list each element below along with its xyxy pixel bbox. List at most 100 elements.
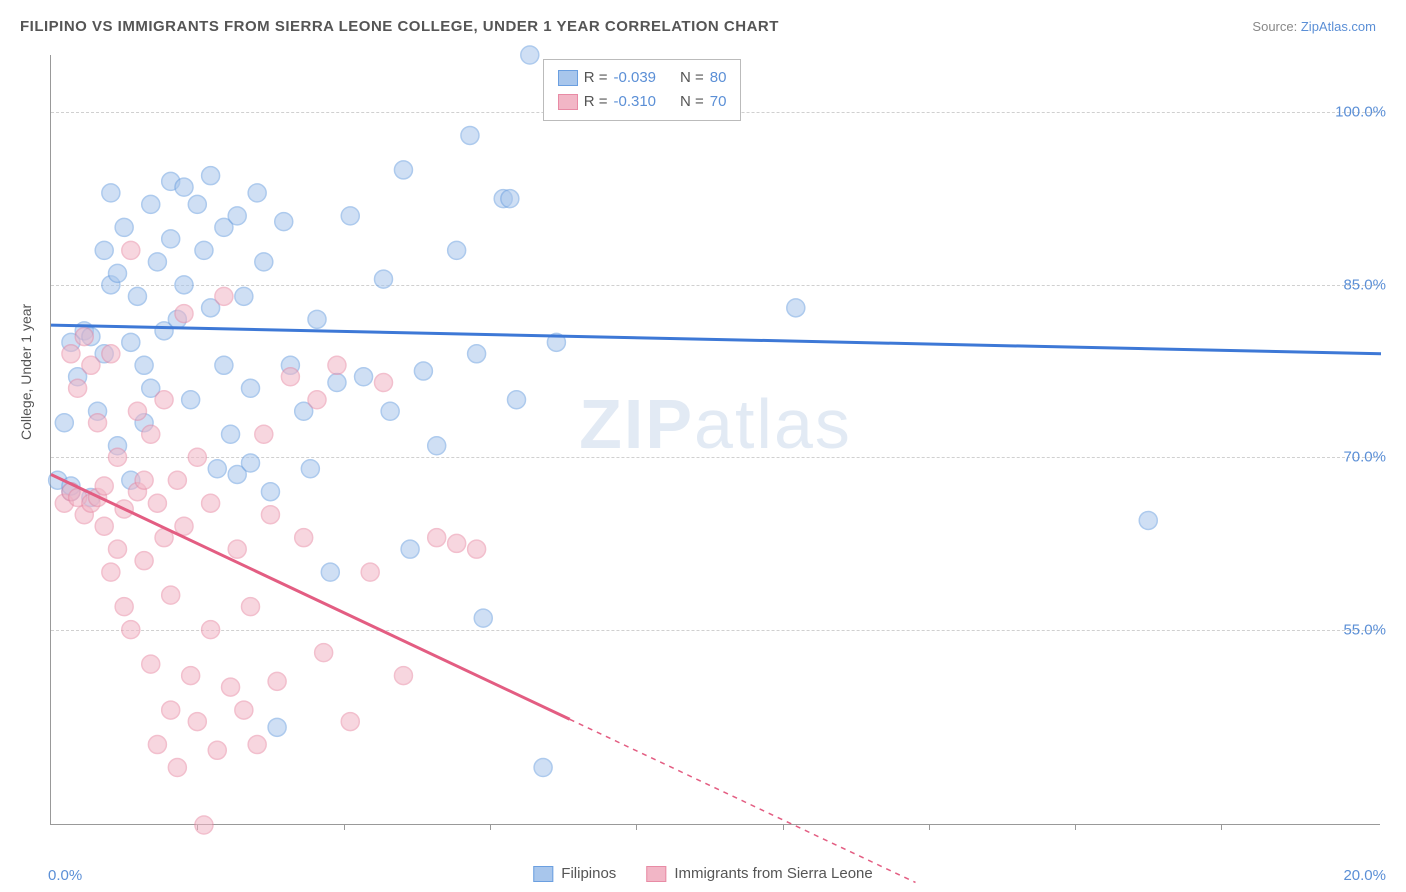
data-point (248, 736, 266, 754)
legend-row: R =-0.310 N =70 (558, 90, 727, 114)
x-tick (490, 824, 491, 830)
data-point (315, 644, 333, 662)
data-point (375, 270, 393, 288)
data-point (248, 184, 266, 202)
data-point (128, 402, 146, 420)
data-point (255, 253, 273, 271)
x-tick (636, 824, 637, 830)
data-point (175, 276, 193, 294)
legend-swatch (646, 866, 666, 882)
legend-item: Filipinos (533, 865, 616, 882)
data-point (142, 425, 160, 443)
data-point (268, 672, 286, 690)
data-point (102, 345, 120, 363)
data-point (188, 195, 206, 213)
trend-line (51, 325, 1381, 354)
data-point (275, 213, 293, 231)
data-point (521, 46, 539, 64)
data-point (122, 333, 140, 351)
data-point (115, 218, 133, 236)
data-point (321, 563, 339, 581)
data-point (148, 494, 166, 512)
data-point (1139, 511, 1157, 529)
legend-n-label: N = (680, 90, 704, 114)
data-point (188, 448, 206, 466)
legend-n-value: 70 (710, 90, 727, 114)
data-point (474, 609, 492, 627)
data-point (162, 701, 180, 719)
data-point (62, 345, 80, 363)
legend-row: R =-0.039N =80 (558, 66, 727, 90)
data-point (787, 299, 805, 317)
data-point (109, 540, 127, 558)
source-attribution: Source: ZipAtlas.com (1252, 19, 1376, 34)
data-point (501, 190, 519, 208)
header-row: FILIPINO VS IMMIGRANTS FROM SIERRA LEONE… (0, 0, 1406, 45)
data-point (308, 391, 326, 409)
data-point (175, 305, 193, 323)
data-point (175, 517, 193, 535)
data-point (534, 759, 552, 777)
data-point (135, 552, 153, 570)
data-point (195, 241, 213, 259)
legend-swatch (558, 94, 578, 110)
data-point (375, 374, 393, 392)
data-point (89, 414, 107, 432)
data-point (142, 655, 160, 673)
data-point (295, 529, 313, 547)
data-point (281, 368, 299, 386)
data-point (142, 195, 160, 213)
data-point (162, 230, 180, 248)
legend-r-label: R = (584, 90, 608, 114)
data-point (361, 563, 379, 581)
data-point (242, 454, 260, 472)
x-tick (1221, 824, 1222, 830)
data-point (222, 678, 240, 696)
data-point (109, 448, 127, 466)
data-point (162, 586, 180, 604)
scatter-plot-svg (51, 55, 1380, 824)
legend-label: Immigrants from Sierra Leone (674, 865, 872, 882)
x-tick (783, 824, 784, 830)
legend-item: Immigrants from Sierra Leone (646, 865, 872, 882)
source-link[interactable]: ZipAtlas.com (1301, 19, 1376, 34)
data-point (461, 126, 479, 144)
data-point (428, 437, 446, 455)
data-point (394, 667, 412, 685)
data-point (328, 374, 346, 392)
legend-swatch (533, 866, 553, 882)
data-point (195, 816, 213, 834)
data-point (508, 391, 526, 409)
data-point (82, 356, 100, 374)
data-point (261, 506, 279, 524)
data-point (115, 598, 133, 616)
data-point (135, 356, 153, 374)
data-point (109, 264, 127, 282)
data-point (182, 667, 200, 685)
data-point (242, 598, 260, 616)
data-point (355, 368, 373, 386)
data-point (122, 241, 140, 259)
data-point (301, 460, 319, 478)
data-point (155, 391, 173, 409)
data-point (95, 517, 113, 535)
data-point (55, 414, 73, 432)
data-point (182, 391, 200, 409)
data-point (261, 483, 279, 501)
data-point (222, 425, 240, 443)
data-point (202, 621, 220, 639)
data-point (242, 379, 260, 397)
data-point (135, 471, 153, 489)
data-point (215, 356, 233, 374)
legend-r-value: -0.039 (613, 66, 656, 90)
legend-label: Filipinos (561, 865, 616, 882)
data-point (122, 621, 140, 639)
legend-r-value: -0.310 (613, 90, 656, 114)
y-axis-label: College, Under 1 year (18, 304, 34, 440)
data-point (208, 460, 226, 478)
data-point (468, 540, 486, 558)
legend-swatch (558, 70, 578, 86)
legend-r-label: R = (584, 66, 608, 90)
data-point (235, 287, 253, 305)
data-point (75, 328, 93, 346)
